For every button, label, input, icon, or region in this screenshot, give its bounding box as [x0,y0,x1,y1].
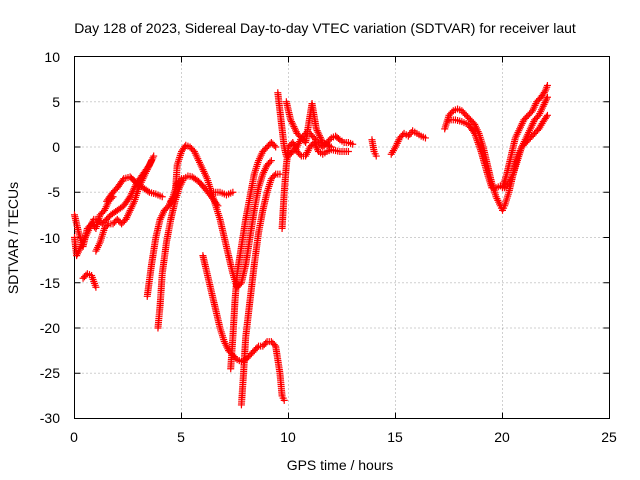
data-point [327,143,335,151]
data-point [144,187,152,195]
data-point [334,135,342,143]
data-point [170,194,178,202]
data-point [448,108,456,116]
data-point [266,158,274,166]
y-tick-label: -10 [40,230,60,246]
data-point [470,128,478,136]
x-tick-label: 5 [177,429,185,445]
data-point [287,118,295,126]
data-point [272,143,280,151]
data-point [543,93,551,101]
y-tick-label: 5 [52,94,60,110]
data-point [280,396,288,404]
y-tick-label: 0 [52,139,60,155]
y-tick-label: -15 [40,275,60,291]
data-point [262,339,270,347]
x-tick-label: 0 [70,429,78,445]
data-point [92,283,100,291]
data-point [290,123,298,131]
y-tick-labels: 10 5 0 -5 -10 -15 -20 -25 -30 [40,49,60,426]
y-tick-label: -25 [40,365,60,381]
chart-title: Day 128 of 2023, Sidereal Day-to-day VTE… [74,20,576,36]
data-point [267,157,275,165]
data-point [150,152,158,160]
data-point [103,221,111,229]
x-axis-label: GPS time / hours [287,457,394,473]
data-point [270,341,278,349]
data-point [253,344,261,352]
data-point [315,130,323,138]
data-point [288,119,296,127]
data-point [316,132,324,140]
data-points [71,81,551,409]
data-point [126,193,134,201]
data-point [542,113,550,121]
data-point [287,116,295,124]
data-point [291,126,299,134]
x-tick-labels: 0 5 10 15 20 25 [70,429,617,445]
y-tick-label: -5 [48,184,61,200]
x-tick-label: 25 [601,429,617,445]
x-tick-label: 10 [280,429,296,445]
data-point [372,152,380,160]
y-tick-label: -20 [40,320,60,336]
data-point [270,141,278,149]
data-point [291,124,299,132]
data-point [313,127,321,135]
data-point [349,140,357,148]
data-point [326,135,334,143]
data-point [289,121,297,129]
data-point [148,157,156,165]
data-point [229,188,237,196]
x-tick-label: 15 [387,429,403,445]
data-point [543,81,551,89]
data-point [317,135,325,143]
data-point [421,134,429,142]
data-point [296,151,304,159]
data-point [316,133,324,141]
data-point [312,125,320,133]
data-point [314,128,322,136]
data-point [344,148,352,156]
x-tick-label: 20 [494,429,510,445]
grid [74,56,610,419]
data-point [543,111,551,119]
y-axis-label: SDTVAR / TECUs [5,182,21,294]
data-point [158,193,166,201]
data-point [270,172,278,180]
y-tick-label: 10 [44,49,60,65]
data-point [326,142,334,150]
y-tick-label: -30 [40,410,60,426]
data-point [232,354,240,362]
